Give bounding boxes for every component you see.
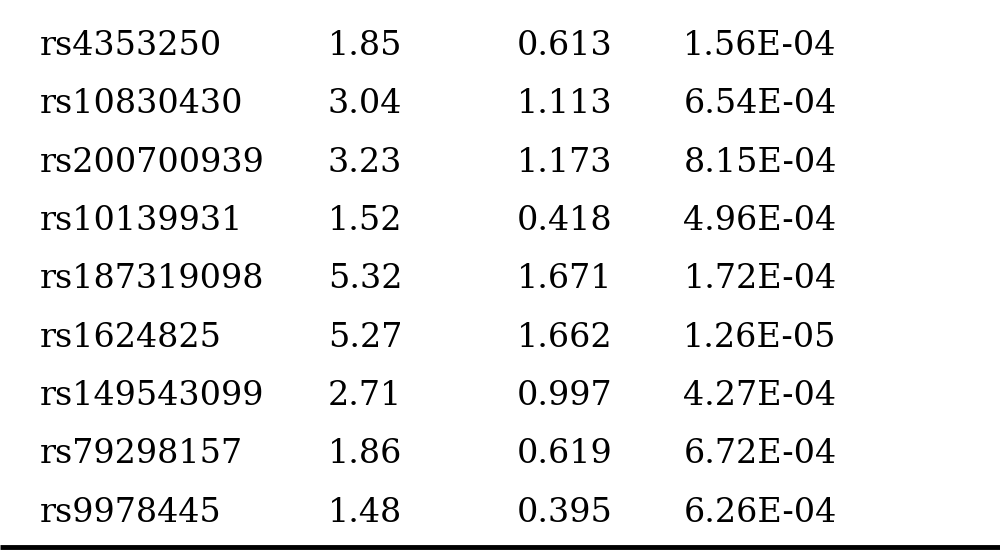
- Text: 6.72E-04: 6.72E-04: [683, 439, 837, 471]
- Text: 2.71: 2.71: [328, 380, 402, 412]
- Text: 1.85: 1.85: [328, 30, 402, 62]
- Text: rs10139931: rs10139931: [40, 205, 243, 237]
- Text: 3.04: 3.04: [328, 88, 402, 120]
- Text: 0.418: 0.418: [517, 205, 613, 237]
- Text: 1.56E-04: 1.56E-04: [683, 30, 837, 62]
- Text: 1.52: 1.52: [328, 205, 402, 237]
- Text: 5.32: 5.32: [328, 263, 402, 295]
- Text: rs149543099: rs149543099: [40, 380, 264, 412]
- Text: 8.15E-04: 8.15E-04: [683, 147, 837, 179]
- Text: 1.26E-05: 1.26E-05: [683, 322, 837, 353]
- Text: rs10830430: rs10830430: [40, 88, 244, 120]
- Text: 5.27: 5.27: [328, 322, 402, 353]
- Text: 3.23: 3.23: [328, 147, 402, 179]
- Text: 1.86: 1.86: [328, 439, 402, 471]
- Text: rs79298157: rs79298157: [40, 439, 243, 471]
- Text: 4.27E-04: 4.27E-04: [684, 380, 836, 412]
- Text: 4.96E-04: 4.96E-04: [683, 205, 837, 237]
- Text: 1.48: 1.48: [328, 497, 402, 529]
- Text: 0.997: 0.997: [517, 380, 613, 412]
- Text: 0.395: 0.395: [517, 497, 613, 529]
- Text: rs200700939: rs200700939: [40, 147, 265, 179]
- Text: 1.113: 1.113: [517, 88, 613, 120]
- Text: 1.72E-04: 1.72E-04: [683, 263, 837, 295]
- Text: 0.613: 0.613: [517, 30, 613, 62]
- Text: rs4353250: rs4353250: [40, 30, 222, 62]
- Text: rs187319098: rs187319098: [40, 263, 264, 295]
- Text: 1.173: 1.173: [517, 147, 613, 179]
- Text: 6.26E-04: 6.26E-04: [683, 497, 837, 529]
- Text: 0.619: 0.619: [517, 439, 613, 471]
- Text: rs1624825: rs1624825: [40, 322, 222, 353]
- Text: 1.662: 1.662: [517, 322, 613, 353]
- Text: 1.671: 1.671: [517, 263, 613, 295]
- Text: 6.54E-04: 6.54E-04: [683, 88, 837, 120]
- Text: rs9978445: rs9978445: [40, 497, 222, 529]
